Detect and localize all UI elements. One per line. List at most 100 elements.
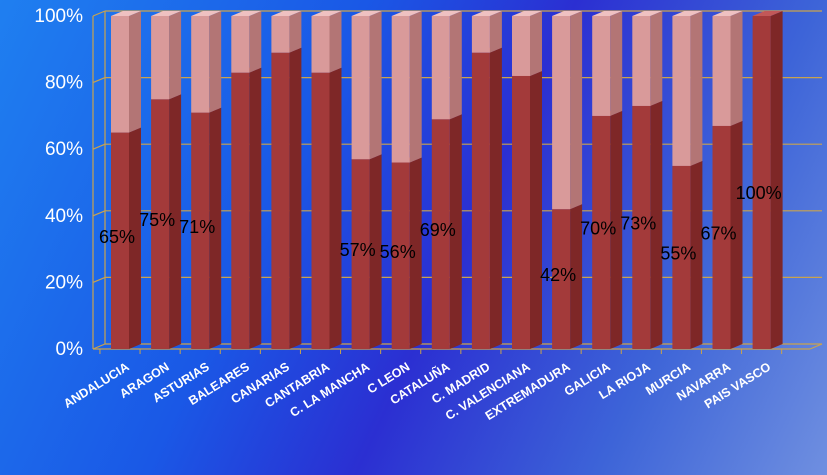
bar-segment-2-front [552,16,571,210]
bar-segment-2-front [231,16,250,73]
bar-segment-2-top [191,11,222,16]
bar-segment-1-front [752,16,771,349]
bar-segment-1-side [409,157,422,349]
bar-segment-2-top [431,11,462,16]
gridlines [92,10,823,354]
bar-segment-1-side [449,114,462,349]
bar-group [672,11,703,349]
bar-segment-1-front [672,165,691,349]
bar-segment-2-top [231,11,262,16]
y-tick-label: 20% [45,272,83,293]
bar-segment-2-side [570,11,583,210]
bar-segment-1-side [329,67,342,350]
bar-segment-2-top [471,11,502,16]
bar-group [431,11,462,349]
bar-segment-1-side [530,70,542,349]
bar-segment-2-front [351,16,370,160]
bar-segment-1-side [209,107,222,349]
gridline-depth [92,276,106,283]
bar-segment-1-front [351,159,370,349]
bar-segment-1-side [489,47,502,349]
gridline-depth [92,77,106,84]
bar-group [391,11,422,349]
gridline-depth [92,210,106,217]
bar-segment-2-side [249,11,262,73]
bar-group [351,11,382,349]
bar-segment-2-side [730,11,743,126]
bar-segment-2-front [592,16,611,116]
bar-segment-1-side [730,120,743,349]
bar-segment-2-top [111,11,141,16]
bar-segment-1-side [169,94,182,349]
bar-segment-2-top [351,11,382,16]
bar-segment-2-front [111,16,129,133]
bar-segment-2-top [632,11,663,16]
bar-segment-2-side [129,11,141,133]
bar-segment-2-front [431,16,450,120]
bar-segment-1-side [770,11,783,349]
data-label: 75% [139,210,175,230]
bar-segment-2-side [369,11,382,160]
gridline-depth [92,343,106,350]
bar-segment-2-top [592,11,623,16]
bar-group [632,11,663,349]
data-label: 56% [380,242,416,262]
bar-segment-2-side [409,11,422,163]
bar-group [512,11,542,349]
bar-group [552,11,583,349]
bar-segment-1-side [610,110,623,350]
bar-group [311,11,342,350]
gridline-depth [92,10,106,17]
data-label: 100% [736,183,782,203]
bar-segment-2-top [712,11,743,16]
data-label: 71% [179,217,215,237]
bar-segment-2-front [512,16,530,76]
bar-segment-1-top [752,11,783,16]
bar-segment-1-front [191,112,210,349]
bar-segment-2-side [530,11,542,76]
gridline-depth [92,143,106,150]
bar-segment-2-side [690,11,703,166]
bar-segment-1-side [369,154,382,349]
bar-group [191,11,222,349]
bar-segment-1-front [632,105,651,349]
bar-segment-2-side [289,11,302,53]
bar-segment-1-side [129,127,141,349]
bar-segment-1-front [311,72,330,350]
bar-segment-1-side [249,67,262,350]
y-tick-label: 0% [56,339,84,360]
bar-segment-1-front [271,52,290,349]
data-label: 70% [580,218,616,238]
bar-group [471,11,502,349]
bar-segment-2-front [271,16,290,53]
bar-segment-2-front [632,16,651,106]
bar-segment-2-front [311,16,330,73]
bar-group [111,11,141,349]
bar-segment-1-front [712,125,731,349]
y-tick-label: 100% [34,6,83,27]
bar-segment-2-side [610,11,623,116]
bar-segment-2-front [391,16,410,163]
bar-group [271,11,302,349]
bar-group [712,11,743,349]
bar-segment-2-top [271,11,302,16]
data-label: 55% [660,243,696,263]
data-label: 65% [99,227,135,247]
bar-segment-2-top [391,11,422,16]
bar-group [231,11,262,350]
y-tick-label: 80% [45,73,83,94]
bar-segment-2-side [329,11,342,73]
bar-segment-1-front [592,115,611,350]
bar-segment-1-front [391,162,410,349]
bar-group [592,11,623,350]
bar-segment-2-top [672,11,703,16]
bar-segment-2-side [449,11,462,120]
bar-segment-1-front [512,75,530,349]
bar-segment-2-front [191,16,210,113]
bar-segment-2-top [552,11,583,16]
data-label: 67% [700,223,736,243]
bar-group [151,11,182,349]
bar-segment-1-side [289,47,302,349]
